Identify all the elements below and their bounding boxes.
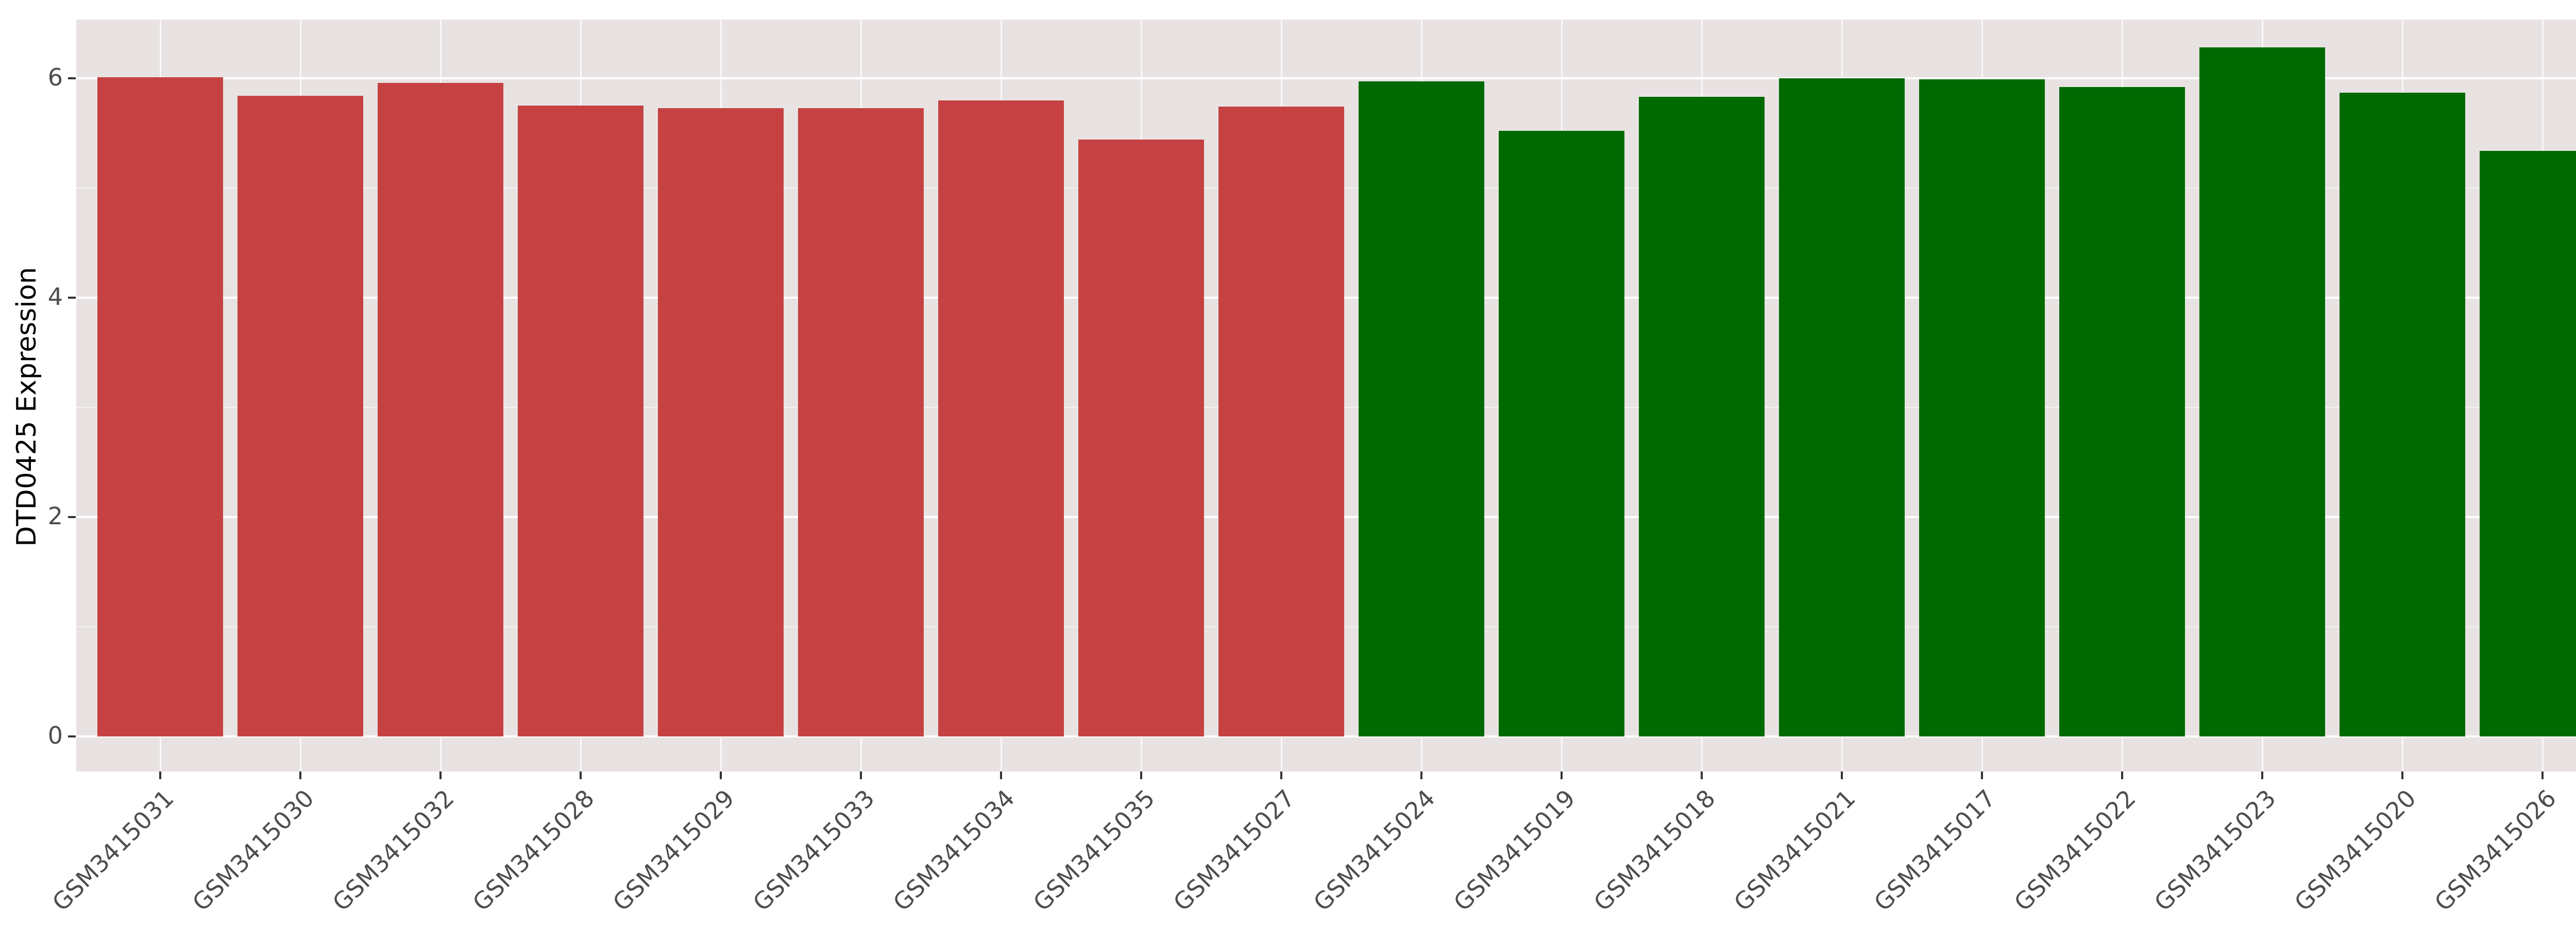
bar-GSM3415035: [1078, 140, 1204, 736]
y-tick-mark-4: [68, 297, 76, 299]
x-tick-mark-GSM3415033: [860, 771, 862, 779]
bar-GSM3415027: [1218, 107, 1344, 736]
x-tick-label-GSM3415029: GSM3415029: [607, 784, 740, 917]
x-tick-mark-GSM3415018: [1701, 771, 1703, 779]
bar-GSM3415023: [2199, 47, 2325, 736]
x-tick-mark-GSM3415023: [2261, 771, 2263, 779]
x-tick-label-GSM3415024: GSM3415024: [1308, 784, 1440, 917]
x-tick-label-GSM3415033: GSM3415033: [747, 784, 880, 917]
bar-GSM3415033: [798, 108, 924, 736]
x-tick-mark-GSM3415017: [1981, 771, 1983, 779]
y-tick-mark-0: [68, 735, 76, 737]
bar-GSM3415031: [97, 77, 223, 736]
bar-cell-GSM3415029: [651, 20, 791, 771]
bar-cell-GSM3415019: [1492, 20, 1632, 771]
x-tick-mark-GSM3415035: [1140, 771, 1142, 779]
x-tick-mark-GSM3415019: [1561, 771, 1563, 779]
bar-cell-GSM3415034: [931, 20, 1071, 771]
bars-layer: [90, 20, 2576, 771]
bar-cell-GSM3415027: [1211, 20, 1351, 771]
plot-panel: [76, 20, 2576, 771]
bar-cell-GSM3415032: [370, 20, 511, 771]
x-tick-label-GSM3415027: GSM3415027: [1167, 784, 1300, 917]
x-tick-label-GSM3415021: GSM3415021: [1728, 784, 1861, 917]
x-tick-mark-GSM3415024: [1420, 771, 1422, 779]
x-tick-label-GSM3415025: GSM3415025: [2569, 784, 2576, 917]
x-tick-label-GSM3415034: GSM3415034: [887, 784, 1020, 917]
x-tick-mark-GSM3415021: [1841, 771, 1843, 779]
y-tick-label-6: 6: [47, 63, 63, 92]
x-tick-label-GSM3415019: GSM3415019: [1448, 784, 1581, 917]
x-tick-label-GSM3415031: GSM3415031: [46, 784, 179, 917]
x-tick-mark-GSM3415029: [720, 771, 722, 779]
x-tick-label-GSM3415032: GSM3415032: [327, 784, 460, 917]
bar-GSM3415034: [938, 100, 1064, 736]
x-tick-mark-GSM3415028: [580, 771, 582, 779]
bar-GSM3415019: [1499, 131, 1624, 736]
x-tick-mark-GSM3415030: [299, 771, 301, 779]
bar-cell-GSM3415024: [1351, 20, 1492, 771]
bar-cell-GSM3415028: [511, 20, 651, 771]
bar-cell-GSM3415021: [1772, 20, 1912, 771]
bar-cell-GSM3415033: [791, 20, 931, 771]
x-tick-mark-GSM3415026: [2541, 771, 2544, 779]
x-tick-label-GSM3415023: GSM3415023: [2148, 784, 2281, 917]
bar-cell-GSM3415023: [2192, 20, 2332, 771]
bar-GSM3415028: [518, 106, 643, 736]
x-tick-label-GSM3415017: GSM3415017: [1868, 784, 2001, 917]
bar-cell-GSM3415035: [1071, 20, 1211, 771]
y-tick-mark-6: [68, 77, 76, 79]
x-tick-mark-GSM3415022: [2121, 771, 2123, 779]
bar-cell-GSM3415022: [2052, 20, 2192, 771]
x-tick-label-GSM3415026: GSM3415026: [2429, 784, 2562, 917]
x-tick-mark-GSM3415034: [1000, 771, 1002, 779]
x-tick-mark-GSM3415031: [159, 771, 161, 779]
bar-cell-GSM3415017: [1912, 20, 2052, 771]
bar-cell-GSM3415031: [90, 20, 230, 771]
bar-GSM3415029: [658, 108, 784, 736]
x-tick-label-GSM3415028: GSM3415028: [467, 784, 600, 917]
x-tick-mark-GSM3415032: [439, 771, 442, 779]
bar-GSM3415032: [378, 82, 503, 736]
y-tick-mark-2: [68, 516, 76, 518]
bar-GSM3415021: [1779, 78, 1905, 736]
major-gridline-y6: [76, 77, 2576, 79]
y-tick-label-4: 4: [47, 283, 63, 311]
bar-GSM3415026: [2480, 150, 2576, 736]
y-tick-label-0: 0: [47, 722, 63, 750]
x-tick-label-GSM3415022: GSM3415022: [2008, 784, 2141, 917]
bar-GSM3415030: [238, 96, 363, 736]
x-tick-label-GSM3415018: GSM3415018: [1588, 784, 1721, 917]
x-tick-mark-GSM3415027: [1280, 771, 1282, 779]
bar-GSM3415022: [2059, 87, 2185, 736]
bar-cell-GSM3415020: [2332, 20, 2472, 771]
x-tick-mark-GSM3415020: [2401, 771, 2403, 779]
x-tick-label-GSM3415030: GSM3415030: [187, 784, 319, 917]
bar-GSM3415020: [2340, 92, 2465, 736]
x-tick-label-GSM3415035: GSM3415035: [1027, 784, 1160, 917]
bar-cell-GSM3415026: [2472, 20, 2576, 771]
bar-cell-GSM3415030: [230, 20, 370, 771]
major-gridline-y0: [76, 735, 2576, 737]
x-tick-label-GSM3415020: GSM3415020: [2289, 784, 2421, 917]
y-tick-label-2: 2: [47, 502, 63, 530]
bar-GSM3415018: [1639, 97, 1765, 736]
bar-GSM3415017: [1919, 79, 2045, 736]
bar-cell-GSM3415018: [1632, 20, 1772, 771]
bar-GSM3415024: [1359, 81, 1484, 736]
